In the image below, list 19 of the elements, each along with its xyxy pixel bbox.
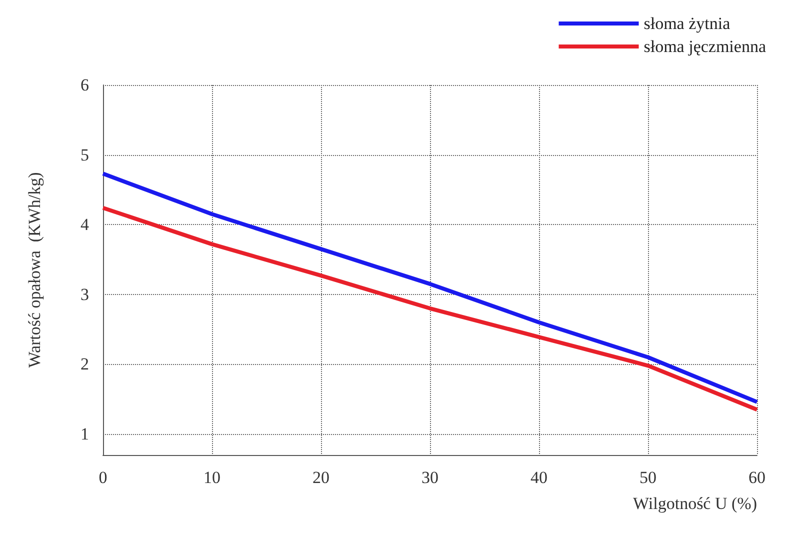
x-tick-label: 40 [530,468,548,487]
y-tick-label: 1 [80,424,89,444]
y-axis-title: Wartość opałowa (KWh/kg) [25,172,44,368]
x-tick-label: 0 [98,468,108,487]
x-axis-title: Wilgotność U (%) [633,494,757,513]
y-tick-label: 3 [80,284,89,304]
y-tick-label: 5 [80,145,89,164]
y-tick-label: 2 [80,354,89,374]
x-tick-label: 60 [748,468,766,487]
y-tick-label: 4 [80,215,90,234]
legend-label: słoma jęczmienna [644,37,766,56]
x-tick-label: 50 [640,468,656,487]
x-tick-label: 20 [312,468,330,487]
line-series [101,172,759,404]
y-tick-label: 6 [80,76,89,94]
x-tick-label: 30 [422,468,438,487]
x-tick-label: 10 [204,468,220,487]
legend-label: słoma żytnia [644,14,731,33]
line-series [101,206,759,412]
